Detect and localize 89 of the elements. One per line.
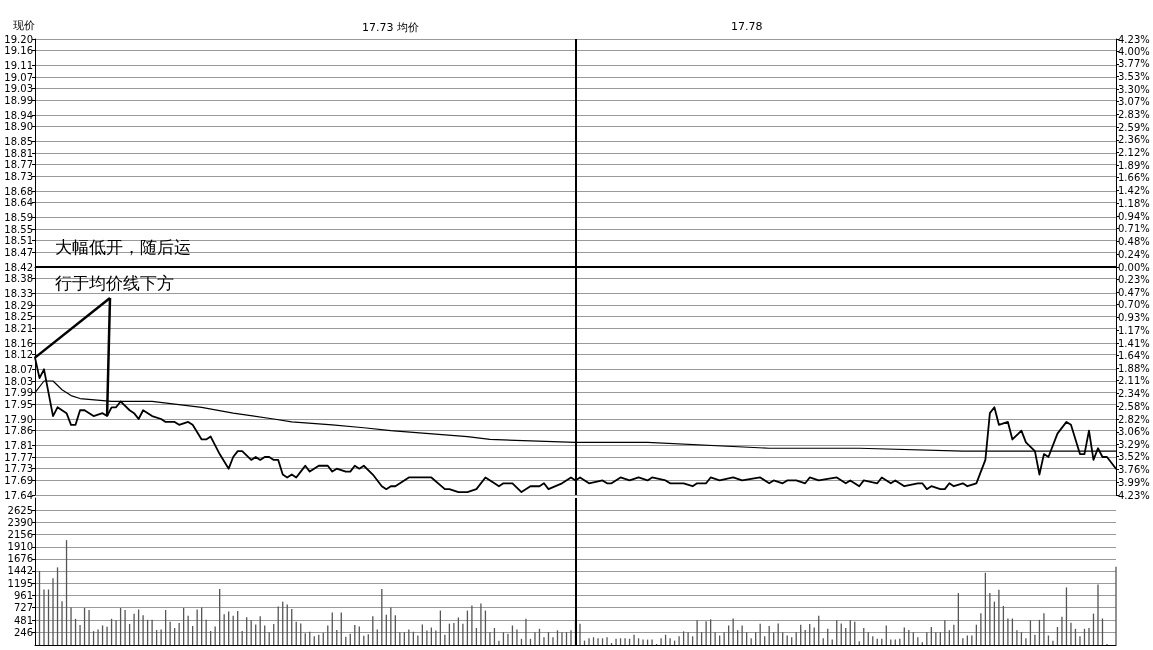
y2-tick-label: 3.07%	[1118, 96, 1150, 108]
y-tick-label: 727	[13, 602, 33, 614]
y2-tick-label: 2.36%	[1118, 134, 1150, 146]
y-tick-label: 18.94	[4, 109, 33, 121]
y-tick-label: 19.20	[4, 33, 33, 45]
y-tick-label: 18.59	[4, 211, 33, 223]
y-tick-label: 18.64	[4, 197, 33, 209]
y2-tick-label: 2.58%	[1118, 400, 1150, 412]
y2-tick-label: 1.17%	[1118, 324, 1150, 336]
y2-tick-label: 3.53%	[1118, 71, 1150, 83]
y-tick-label: 17.69	[4, 474, 33, 486]
y-tick-label: 18.77	[4, 159, 33, 171]
y2-tick-label: 0.47%	[1118, 286, 1150, 298]
y-tick-label: 1195	[7, 578, 33, 590]
y-tick-label: 18.38	[4, 273, 33, 285]
y-tick-label: 18.47	[4, 246, 33, 258]
y-tick-label: 18.68	[4, 185, 33, 197]
y2-tick-label: 1.64%	[1118, 349, 1150, 361]
y-tick-label: 2390	[7, 516, 33, 528]
y-tick-label: 17.73	[4, 463, 33, 475]
y2-tick-label: 0.24%	[1118, 248, 1150, 260]
y-tick-label: 17.77	[4, 451, 33, 463]
y-tick-label: 17.81	[4, 439, 33, 451]
y-tick-label: 18.03	[4, 375, 33, 387]
y-tick-label: 19.11	[4, 59, 33, 71]
y-tick-label: 17.86	[4, 425, 33, 437]
y2-tick-label: 1.18%	[1118, 197, 1150, 209]
y2-tick-label: 4.23%	[1118, 489, 1150, 501]
y-tick-label: 17.99	[4, 387, 33, 399]
y2-tick-label: 4.23%	[1118, 33, 1150, 45]
y2-tick-label: 3.30%	[1118, 83, 1150, 95]
y-tick-label: 18.12	[4, 349, 33, 361]
y-tick-label: 18.51	[4, 235, 33, 247]
y2-tick-label: 2.34%	[1118, 387, 1150, 399]
annotation: 大幅低开，随后运行于均价线下方	[55, 236, 192, 295]
y2-tick-label: 3.76%	[1118, 464, 1150, 476]
y-tick-label: 19.03	[4, 83, 33, 95]
y-tick-label: 19.16	[4, 45, 33, 57]
y-tick-label: 18.81	[4, 147, 33, 159]
y-tick-label: 18.21	[4, 322, 33, 334]
y-tick-label: 18.07	[4, 363, 33, 375]
y2-tick-label: 0.48%	[1118, 235, 1150, 247]
y2-tick-label: 3.77%	[1118, 58, 1150, 70]
y-tick-label: 18.33	[4, 287, 33, 299]
text: 17.73 均价	[362, 20, 419, 35]
y-tick-label: 18.73	[4, 170, 33, 182]
y-tick-label: 17.90	[4, 413, 33, 425]
text: 17.78	[731, 20, 763, 33]
y2-tick-label: 0.93%	[1118, 311, 1150, 323]
y2-tick-label: 1.42%	[1118, 184, 1150, 196]
y2-tick-label: 0.94%	[1118, 210, 1150, 222]
y-tick-label: 18.25	[4, 311, 33, 323]
y2-tick-label: 2.12%	[1118, 147, 1150, 159]
y2-tick-label: 1.41%	[1118, 337, 1150, 349]
y-tick-label: 18.85	[4, 135, 33, 147]
y-axis-title: 现价	[13, 19, 35, 32]
y-tick-label: 18.55	[4, 223, 33, 235]
y-tick-label: 1442	[7, 565, 33, 577]
y2-tick-label: 3.29%	[1118, 438, 1150, 450]
y-tick-label: 1676	[7, 553, 33, 565]
y2-tick-label: 2.83%	[1118, 108, 1150, 120]
y2-tick-label: 3.06%	[1118, 426, 1150, 438]
y-tick-label: 18.16	[4, 337, 33, 349]
y-tick-label: 18.29	[4, 299, 33, 311]
y2-tick-label: 0.00%	[1118, 261, 1150, 273]
y-tick-label: 17.95	[4, 398, 33, 410]
y2-tick-label: 2.82%	[1118, 413, 1150, 425]
y2-tick-label: 3.99%	[1118, 476, 1150, 488]
y-tick-label: 961	[13, 590, 33, 602]
y-tick-label: 18.90	[4, 121, 33, 133]
y-tick-label: 2156	[7, 528, 33, 540]
y2-tick-label: 0.23%	[1118, 273, 1150, 285]
y-tick-label: 2625	[7, 504, 33, 516]
y2-tick-label: 2.11%	[1118, 375, 1150, 387]
y2-tick-label: 1.66%	[1118, 172, 1150, 184]
y2-tick-label: 1.89%	[1118, 159, 1150, 171]
y-tick-label: 246	[13, 626, 33, 638]
y2-tick-label: 2.59%	[1118, 121, 1150, 133]
y2-tick-label: 0.71%	[1118, 223, 1150, 235]
y-tick-label: 481	[13, 614, 33, 626]
y2-tick-label: 3.52%	[1118, 451, 1150, 463]
y-tick-label: 19.07	[4, 71, 33, 83]
y-tick-label: 17.64	[4, 489, 33, 501]
y2-tick-label: 0.70%	[1118, 299, 1150, 311]
y2-tick-label: 4.00%	[1118, 45, 1150, 57]
y-tick-label: 18.99	[4, 94, 33, 106]
y2-tick-label: 1.88%	[1118, 362, 1150, 374]
y-tick-label: 1910	[7, 541, 33, 553]
y-tick-label: 18.42	[4, 261, 33, 273]
